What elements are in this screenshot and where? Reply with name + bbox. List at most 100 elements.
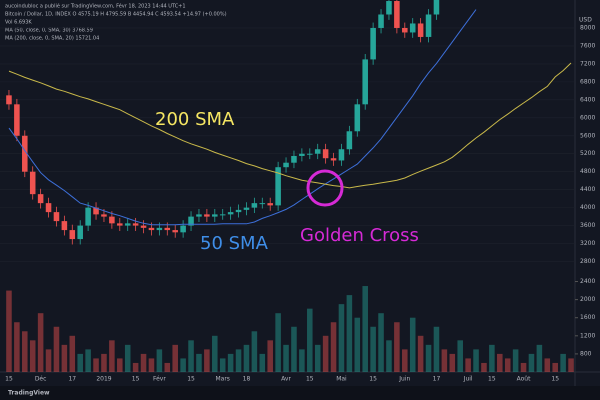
volume-bar: [552, 362, 558, 372]
x-tick-label: 15: [551, 376, 559, 383]
candle-body: [29, 171, 36, 195]
candle-body: [299, 153, 305, 156]
x-tick-label: 15: [132, 376, 140, 383]
volume-bar: [212, 335, 218, 372]
y-tick-label: 7600: [580, 42, 595, 49]
candle-body: [6, 95, 12, 105]
price-pane: [0, 0, 575, 262]
x-tick-label: Août: [517, 376, 531, 383]
candle-body: [283, 162, 289, 168]
candle-body: [322, 149, 329, 159]
volume-bar: [124, 344, 131, 372]
volume-bar: [504, 358, 511, 372]
volume-bar: [204, 349, 210, 372]
x-tick-label: 15: [488, 376, 496, 383]
cross-marker: [306, 169, 344, 207]
candle-body: [307, 153, 313, 155]
volume-bar: [6, 290, 12, 372]
volume-bar: [156, 349, 163, 372]
volume-bar: [354, 317, 361, 372]
y-tick-label: 7200: [580, 60, 595, 67]
candle-body: [109, 216, 115, 224]
candle-body: [354, 104, 361, 132]
candle-body: [101, 214, 107, 217]
volume-bar: [93, 358, 99, 372]
candle-body: [394, 1, 400, 28]
candle-body: [425, 14, 432, 37]
volume-bar: [219, 358, 226, 372]
volume-bar: [85, 349, 91, 372]
volume-bar: [267, 340, 273, 372]
volume-bar: [417, 335, 424, 372]
volume-bar: [251, 331, 258, 372]
sma-line: [8, 9, 477, 226]
candle-body: [235, 209, 242, 213]
candle-body: [409, 23, 416, 33]
x-tick-label: 17: [433, 376, 441, 383]
candle-body: [93, 207, 99, 215]
volume-bar: [441, 349, 448, 372]
y-tick-label: 4400: [580, 186, 595, 193]
x-tick-label: 2019: [96, 376, 111, 383]
candle-body: [140, 225, 147, 228]
volume-bar: [402, 349, 408, 372]
publisher: aucoindubloc a publié sur TradingView.co…: [5, 3, 186, 10]
x-tick-label: Juin: [398, 376, 410, 383]
candle-body: [196, 214, 202, 217]
candle-body: [117, 223, 123, 226]
candle-body: [188, 216, 194, 226]
candle-body: [314, 149, 321, 154]
candle-body: [69, 230, 76, 240]
y-tick-label: 4800: [580, 168, 595, 175]
candle-body: [433, 0, 440, 15]
volume-bar: [322, 335, 329, 372]
volume-bar: [528, 353, 535, 372]
volume-bar: [346, 295, 353, 372]
volume-bar: [314, 344, 321, 372]
volume-bar: [283, 344, 289, 372]
candle-body: [243, 207, 250, 210]
candle-body: [148, 227, 155, 231]
volume-bar: [172, 344, 178, 372]
footer-bar: [0, 386, 600, 400]
y-tick-label: 3600: [580, 222, 595, 229]
volume-bar: [338, 304, 345, 372]
x-tick-label: 18: [243, 376, 251, 383]
volume-tick-label: 1600: [580, 314, 595, 321]
volume-bar: [29, 340, 36, 372]
y-tick-label: 6000: [580, 114, 595, 121]
volume-bar: [235, 349, 242, 372]
volume-bar: [45, 349, 52, 372]
x-tick-label: Déc: [35, 376, 47, 383]
candle-body: [124, 223, 131, 226]
candle-body: [180, 225, 186, 233]
volume-bar: [188, 340, 194, 372]
candle-body: [22, 135, 28, 172]
annotation: Golden Cross: [300, 225, 419, 246]
candle-body: [164, 227, 171, 231]
volume-bar: [243, 344, 250, 372]
volume-bar: [449, 353, 456, 372]
volume-bar: [425, 344, 432, 372]
volume-bar: [378, 313, 384, 372]
y-tick-label: 8000: [580, 24, 595, 31]
candle-body: [291, 155, 297, 163]
candle-body: [77, 225, 83, 240]
volume-bar: [101, 353, 107, 372]
candle-body: [378, 14, 384, 28]
candle-body: [370, 27, 376, 60]
volume-bar: [481, 362, 487, 372]
x-tick-label: Avr: [281, 376, 291, 383]
candle-body: [362, 59, 368, 105]
volume-bar: [544, 358, 551, 372]
volume-bar: [465, 358, 471, 372]
candle-body: [219, 214, 226, 216]
candle-body: [85, 207, 91, 226]
volume-bar: [457, 340, 463, 372]
candle-body: [156, 227, 163, 231]
candle-body: [61, 221, 68, 231]
candle-body: [212, 214, 218, 217]
volume-bar: [109, 340, 115, 372]
volume-bar: [330, 322, 337, 372]
